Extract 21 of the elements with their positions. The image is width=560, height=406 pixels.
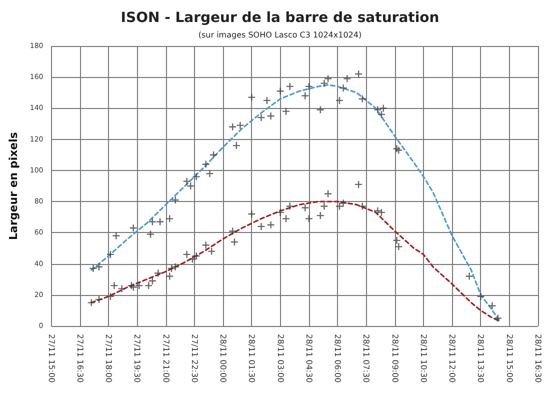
x-tick-label: 28/11 00:00: [218, 334, 228, 383]
x-tick-label: 27/11 16:30: [75, 334, 84, 383]
x-tick-label: 28/11 16:30: [534, 334, 542, 383]
x-tick-label: 28/11 15:00: [504, 334, 514, 383]
y-axis-title: Largeur en pixels: [7, 132, 20, 240]
x-tick-label: 28/11 07:30: [362, 334, 371, 383]
x-tick-label: 28/11 10:30: [418, 334, 428, 383]
x-tick-label: 28/11 01:30: [247, 334, 256, 383]
chart-subtitle: (sur images SOHO Lasco C3 1024x1024): [198, 30, 362, 40]
x-tick-label: 28/11 09:00: [390, 334, 400, 383]
x-tick-label: 28/11 03:00: [276, 334, 285, 383]
x-tick-label: 27/11 19:30: [132, 334, 142, 383]
x-tick-label: 27/11 18:00: [104, 334, 114, 383]
x-tick-label: 28/11 06:00: [333, 334, 342, 383]
chart-title: ISON - Largeur de la barre de saturation: [120, 10, 440, 26]
x-tick-label: 27/11 21:00: [161, 334, 170, 383]
x-tick-label: 27/11 15:00: [46, 334, 56, 383]
x-tick-label: 28/11 04:30: [304, 334, 314, 383]
x-tick-label: 28/11 13:30: [476, 334, 486, 383]
x-tick-label: 28/11 12:00: [448, 334, 457, 383]
x-tick-label: 27/11 22:30: [190, 334, 199, 383]
